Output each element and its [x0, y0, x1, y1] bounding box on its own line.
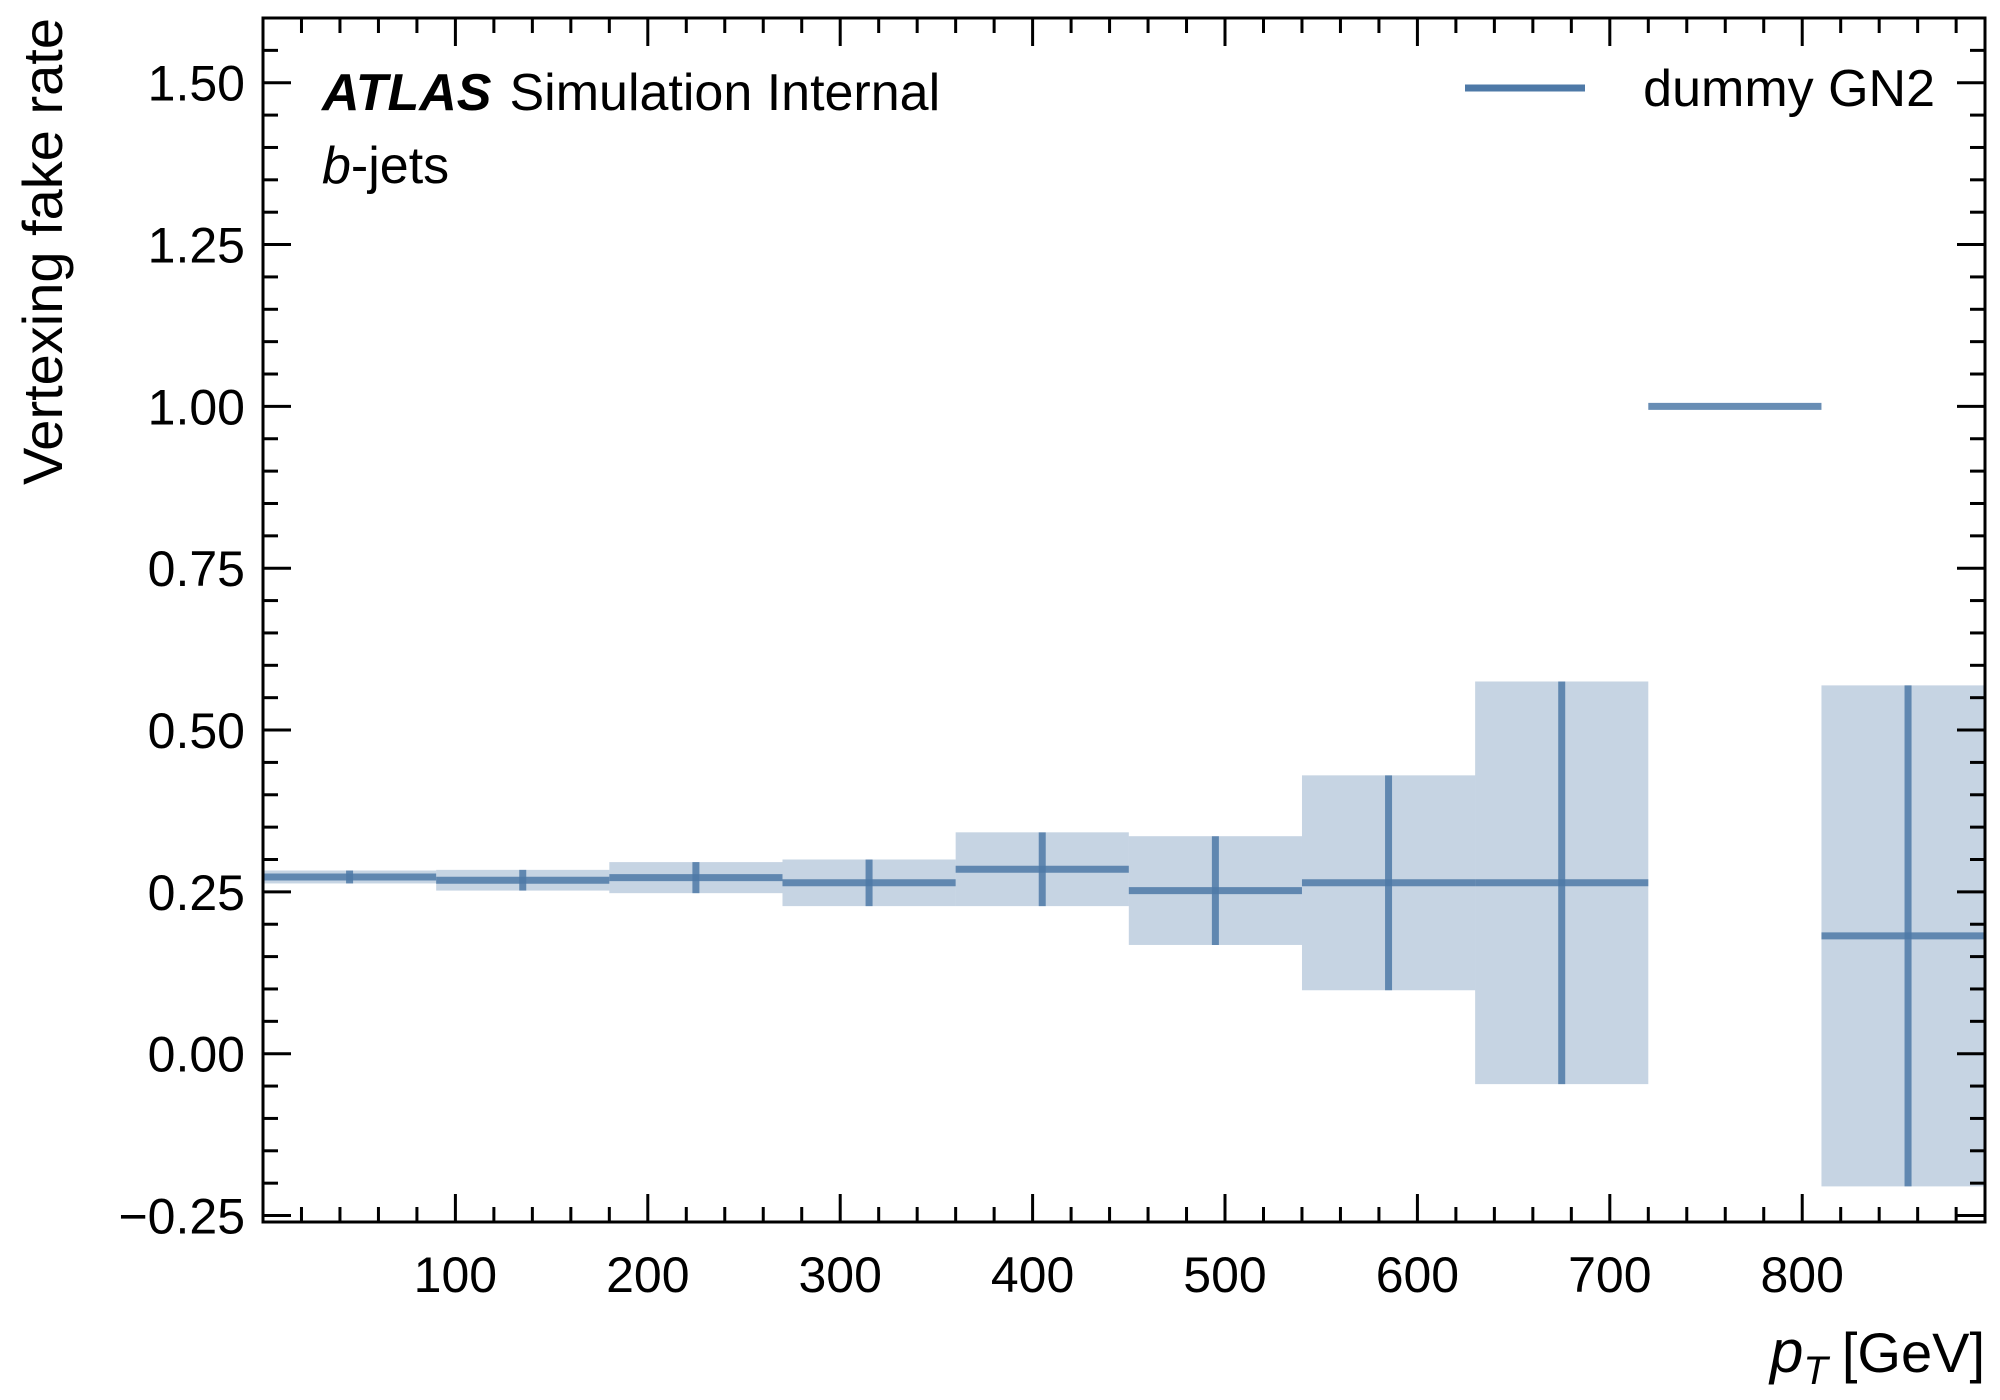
tick-layer — [263, 16, 1985, 1222]
y-axis-label: Vertexing fake rate — [11, 18, 74, 485]
tick-label-layer: 100 200 300 400 500 600 700 800 −0.25 0.00 0.25 0.5… — [118, 56, 1843, 1303]
y-tick-label: 0.25 — [148, 865, 245, 921]
x-axis-label-subscript: T — [1803, 1349, 1830, 1393]
y-tick-label: 1.50 — [148, 56, 245, 112]
y-tick-label: 1.00 — [148, 379, 245, 435]
plot-frame — [261, 16, 1987, 1224]
y-tick-label: 1.25 — [148, 218, 245, 274]
series-line-layer — [263, 402, 1985, 1187]
y-tick-label: 0.75 — [148, 541, 245, 597]
y-tick-label: 0.50 — [148, 703, 245, 759]
atlas-status: Simulation Internal — [509, 64, 940, 122]
x-tick-label: 200 — [606, 1247, 689, 1303]
legend: dummy GN2 — [1465, 60, 1935, 118]
x-axis-label-symbol: p — [1768, 1318, 1803, 1385]
atlas-label: ATLAS Simulation Internal — [320, 64, 940, 122]
jet-flavour-label: b-jets — [322, 137, 449, 195]
legend-label: dummy GN2 — [1643, 60, 1935, 118]
x-axis-label: pT [GeV] — [1768, 1318, 1985, 1393]
error-band-layer — [263, 681, 1985, 1187]
y-tick-label: 0.00 — [148, 1027, 245, 1083]
jet-flavour-symbol: b — [322, 137, 351, 195]
x-tick-label: 100 — [414, 1247, 497, 1303]
jet-flavour-suffix: -jets — [351, 137, 449, 195]
x-tick-label: 600 — [1376, 1247, 1459, 1303]
x-tick-label: 700 — [1568, 1247, 1651, 1303]
x-tick-label: 800 — [1760, 1247, 1843, 1303]
atlas-experiment: ATLAS — [320, 64, 492, 122]
x-tick-label: 400 — [991, 1247, 1074, 1303]
x-tick-label: 300 — [798, 1247, 881, 1303]
y-tick-label: −0.25 — [118, 1189, 245, 1245]
x-axis-label-unit: [GeV] — [1842, 1321, 1985, 1384]
x-tick-label: 500 — [1183, 1247, 1266, 1303]
